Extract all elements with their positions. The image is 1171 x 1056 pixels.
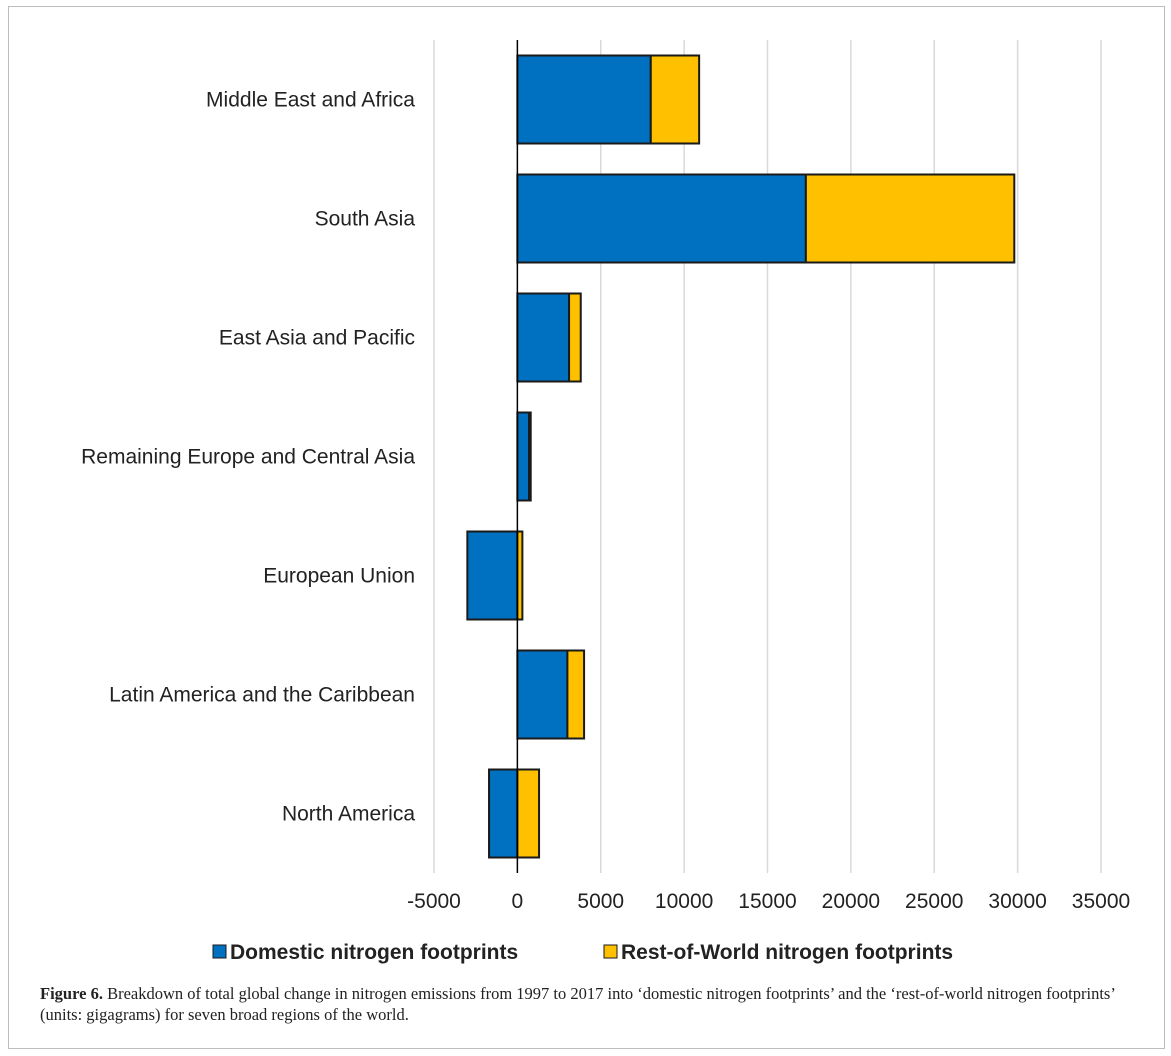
legend-label-domestic: Domestic nitrogen footprints — [230, 941, 518, 964]
bar-rest-of-world — [804, 173, 1016, 264]
bar-domestic — [516, 54, 652, 145]
x-tick-label: 35000 — [1072, 890, 1130, 913]
bar-rest-of-world — [516, 768, 541, 859]
legend-swatch-rest-of-world — [603, 944, 618, 959]
bar-rest-of-world — [568, 292, 582, 383]
bar-rest-of-world — [649, 54, 701, 145]
x-tick-label: 0 — [512, 890, 524, 913]
x-tick-label: 30000 — [988, 890, 1046, 913]
category-label: European Union — [263, 565, 415, 588]
bar-domestic — [516, 649, 569, 740]
gridlines — [433, 40, 1102, 873]
bar-domestic — [516, 292, 571, 383]
legend-label-rest-of-world: Rest-of-World nitrogen footprints — [621, 941, 953, 964]
x-tick-label: 20000 — [822, 890, 880, 913]
bar-rest-of-world — [516, 530, 524, 621]
x-tick-label: 5000 — [577, 890, 624, 913]
x-tick-label: 10000 — [655, 890, 713, 913]
legend: Domestic nitrogen footprints Rest-of-Worl… — [212, 941, 953, 964]
category-label: Latin America and the Caribbean — [109, 684, 415, 707]
category-labels: Middle East and Africa South Asia East Asi… — [81, 89, 415, 826]
bar-domestic — [466, 530, 519, 621]
figure-caption: Figure 6. Breakdown of total global chan… — [40, 983, 1140, 1025]
chart: Middle East and Africa South Asia East Asi… — [81, 40, 1130, 964]
bars — [466, 54, 1016, 859]
bar-domestic — [488, 768, 519, 859]
category-label: Middle East and Africa — [206, 89, 415, 112]
bar-domestic — [516, 173, 807, 264]
category-label: East Asia and Pacific — [219, 327, 415, 350]
bar-rest-of-world — [528, 411, 532, 502]
x-tick-label: -5000 — [407, 890, 461, 913]
x-tick-label: 25000 — [905, 890, 963, 913]
bar-rest-of-world — [566, 649, 586, 740]
x-tick-labels: -5000 0 5000 10000 15000 20000 25000 30000 35000 — [407, 890, 1130, 913]
legend-swatch-domestic — [212, 944, 227, 959]
x-tick-label: 15000 — [738, 890, 796, 913]
category-label: South Asia — [315, 208, 416, 231]
caption-label: Figure 6. — [40, 984, 103, 1003]
category-label: North America — [282, 803, 415, 826]
bar-domestic — [516, 411, 531, 502]
category-label: Remaining Europe and Central Asia — [81, 446, 415, 469]
caption-text: Breakdown of total global change in nitr… — [40, 984, 1115, 1024]
